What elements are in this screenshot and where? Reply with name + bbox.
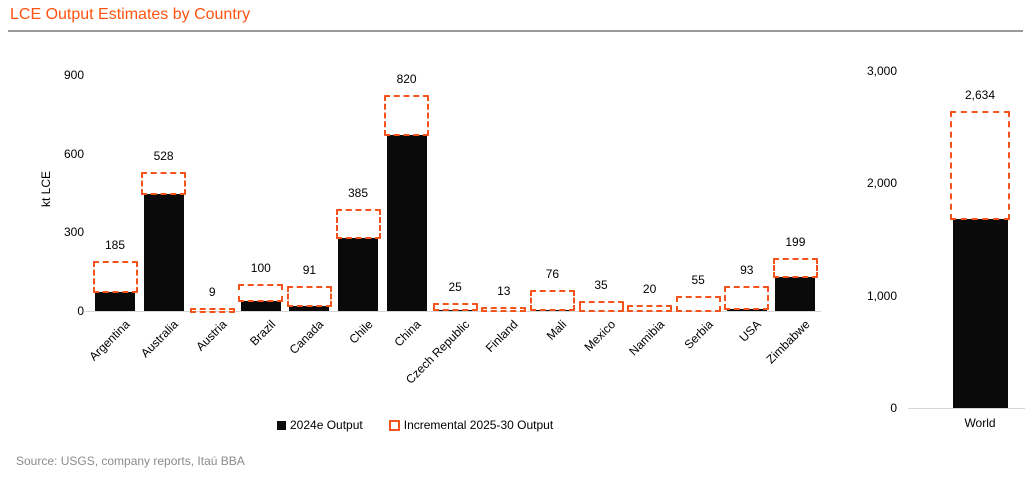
bar-total-label: 93: [740, 262, 754, 277]
bar-total-label: 2,634: [964, 87, 996, 102]
y-axis-tick-label: 0: [77, 304, 84, 318]
title-underline: [8, 30, 1023, 32]
y-axis-tick-label: 0: [890, 401, 897, 415]
bar-total-label: 25: [448, 280, 462, 295]
legend-label: 2024e Output: [290, 418, 363, 432]
chart-legend: 2024e Output Incremental 2025-30 Output: [277, 418, 553, 432]
y-axis-tick-label: 3,000: [866, 63, 897, 78]
bar-incremental-output: [529, 290, 575, 312]
legend-item-incremental: Incremental 2025-30 Output: [388, 418, 554, 432]
bar-total-label: 199: [785, 234, 806, 249]
y-axis-tick-label: 900: [63, 67, 84, 82]
bar-incremental-output: [238, 283, 284, 303]
y-axis-tick-label: 300: [63, 225, 84, 240]
dashed-square-icon: [388, 419, 400, 431]
bar-total-label: 91: [302, 263, 317, 278]
bar-total-label: 35: [594, 277, 608, 292]
bar-total-label: 385: [347, 186, 369, 200]
legend-item-2024e: 2024e Output: [277, 418, 363, 432]
bar-incremental-output: [384, 94, 430, 137]
bar-2024e-output: [386, 135, 427, 311]
solid-square-icon: [277, 420, 286, 430]
bar-total-label: 100: [250, 260, 271, 275]
bar-total-label: 528: [153, 148, 174, 163]
bar-incremental-output: [286, 286, 332, 308]
bar-total-label: 13: [497, 283, 511, 298]
legend-label: Incremental 2025-30 Output: [403, 418, 554, 432]
bar-total-label: 76: [545, 267, 560, 282]
x-axis-line: [85, 311, 821, 312]
bar-2024e-output: [143, 194, 184, 311]
bar-incremental-output: [772, 257, 818, 278]
bar-2024e-output: [240, 301, 281, 311]
bar-incremental-output: [627, 304, 673, 312]
bar-2024e-output: [95, 292, 135, 311]
bar-incremental-output: [724, 285, 770, 310]
source-note: Source: USGS, company reports, Itaú BBA: [16, 454, 245, 468]
y-axis-tick-label: 600: [63, 146, 84, 161]
bar-total-label: 820: [396, 71, 417, 86]
page-title: LCE Output Estimates by Country: [10, 6, 251, 23]
bar-incremental-output: [141, 171, 187, 196]
y-axis-tick-label: 1,000: [866, 288, 897, 303]
bar-incremental-output: [481, 306, 527, 312]
bar-2024e-output: [775, 276, 816, 311]
bar-incremental-output: [950, 110, 1010, 220]
y-axis-tick-label: 2,000: [866, 176, 897, 190]
bar-total-label: 9: [208, 284, 216, 299]
bar-incremental-output: [92, 261, 138, 294]
bar-2024e-output: [338, 237, 378, 311]
bar-incremental-output: [675, 295, 721, 312]
bar-incremental-output: [578, 300, 624, 312]
x-axis-category-label: World: [964, 416, 996, 430]
bar-total-label: 185: [104, 238, 126, 253]
bar-incremental-output: [432, 303, 478, 311]
bar-2024e-output: [289, 306, 330, 311]
bar-total-label: 20: [642, 281, 657, 296]
bar-2024e-output: [726, 308, 767, 311]
bar-total-label: 55: [691, 272, 705, 287]
x-axis-line: [908, 408, 1025, 409]
bar-incremental-output: [335, 209, 381, 239]
bar-incremental-output: [189, 307, 235, 313]
bar-2024e-output: [952, 219, 1008, 408]
